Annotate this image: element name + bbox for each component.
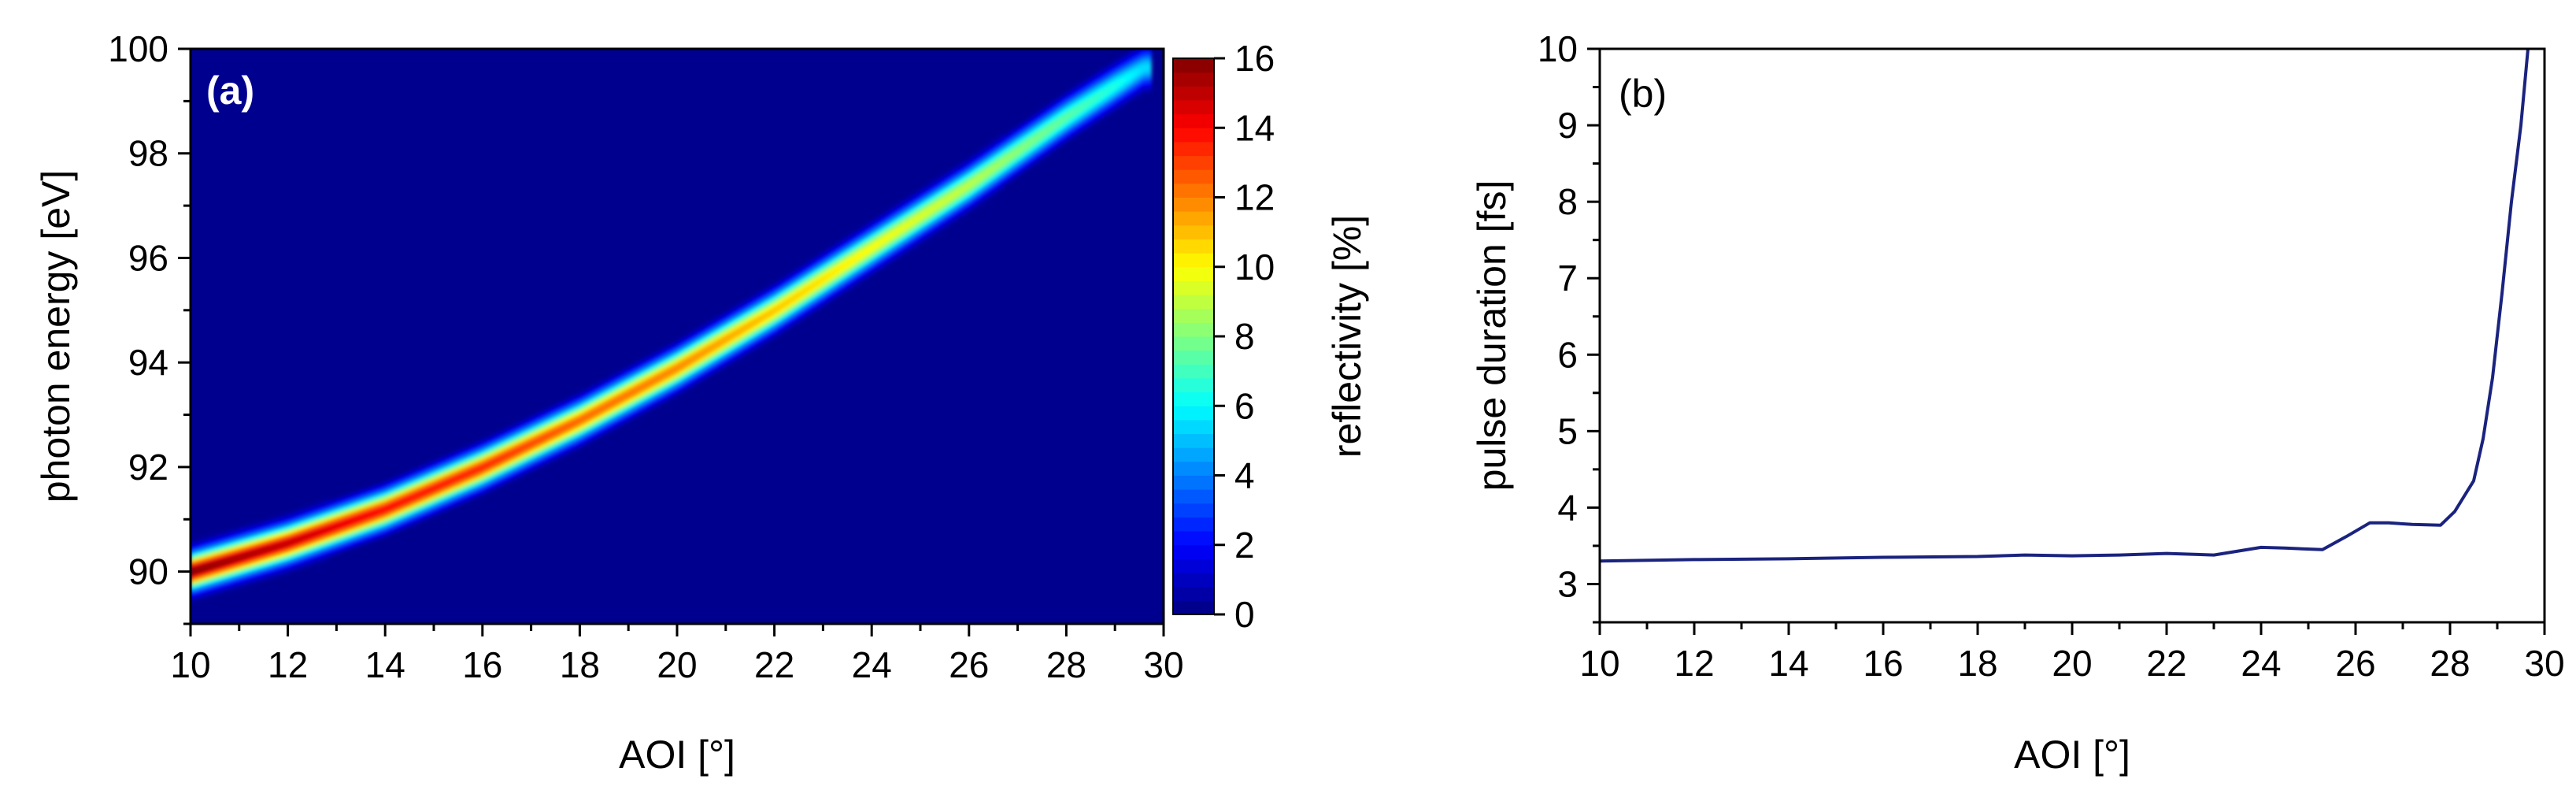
colorbar-segment — [1173, 433, 1214, 448]
x-tick-label: 30 — [2524, 643, 2564, 684]
x-tick-label: 28 — [2430, 643, 2470, 684]
y-tick-label: 94 — [128, 342, 168, 383]
colorbar-segment — [1173, 183, 1214, 198]
heatmap-panel: 10 12 14 16 18 20 22 24 26 28 30 90 92 94 96 98 100 AOI [… — [34, 28, 1184, 777]
colorbar-segment — [1173, 295, 1214, 310]
colorbar-segment — [1173, 224, 1214, 239]
colorbar-segment — [1173, 155, 1214, 170]
panel-label: (b) — [1619, 72, 1667, 116]
y-tick-label: 3 — [1557, 563, 1578, 604]
x-tick-label: 12 — [268, 644, 308, 685]
colorbar-segment — [1173, 447, 1214, 462]
x-tick-label: 18 — [560, 644, 600, 685]
x-tick-label: 28 — [1046, 644, 1086, 685]
colorbar-segment — [1173, 489, 1214, 504]
colorbar-segment — [1173, 113, 1214, 128]
colorbar-segment — [1173, 239, 1214, 254]
y-tick-label: 7 — [1557, 258, 1578, 299]
x-tick-label: 14 — [365, 644, 405, 685]
plot-frame — [1598, 47, 2546, 624]
colorbar-tick-label: 6 — [1234, 385, 1255, 426]
x-axis-label: AOI [°] — [619, 733, 735, 777]
colorbar-tick-label: 0 — [1234, 594, 1255, 635]
colorbar-segment — [1173, 58, 1214, 73]
colorbar-tick-label: 12 — [1234, 177, 1275, 218]
x-tick-label: 20 — [2052, 643, 2092, 684]
colorbar-segment — [1173, 141, 1214, 157]
x-tick-label: 12 — [1674, 643, 1714, 684]
colorbar-segment — [1173, 475, 1214, 490]
colorbar-segment — [1173, 197, 1214, 212]
colorbar-segment — [1173, 99, 1214, 115]
y-tick-label: 5 — [1557, 410, 1578, 451]
x-tick-label: 22 — [2146, 643, 2186, 684]
colorbar-tick-label: 2 — [1234, 525, 1255, 566]
y-tick-label: 92 — [128, 447, 168, 488]
line-chart-panel: 10 12 14 16 18 20 22 24 26 28 30 3 4 5 6 7 8 9 10 AOI [°] pu… — [1470, 28, 2565, 777]
x-tick-label: 22 — [754, 644, 794, 685]
colorbar-segment — [1173, 391, 1214, 406]
x-tick-label: 24 — [852, 644, 892, 685]
x-tick-label: 16 — [1863, 643, 1903, 684]
colorbar-segment — [1173, 531, 1214, 546]
colorbar-segment — [1173, 266, 1214, 281]
y-tick-label: 100 — [108, 28, 168, 69]
x-tick-label: 26 — [949, 644, 989, 685]
colorbar-segment — [1173, 503, 1214, 518]
reflectivity-band — [191, 49, 1152, 602]
colorbar-segment — [1173, 544, 1214, 559]
colorbar-segment — [1173, 350, 1214, 365]
colorbar-segment — [1173, 169, 1214, 184]
y-tick-label: 90 — [128, 551, 168, 592]
y-axis-label: pulse duration [fs] — [1470, 180, 1514, 492]
x-tick-label: 10 — [1579, 643, 1619, 684]
y-tick-label: 4 — [1557, 487, 1578, 528]
colorbar-segment — [1173, 558, 1214, 573]
colorbar-segment — [1173, 253, 1214, 268]
x-tick-label: 10 — [170, 644, 210, 685]
colorbar-segment — [1173, 573, 1214, 588]
colorbar-segment — [1173, 72, 1214, 87]
colorbar-segment — [1173, 336, 1214, 351]
colorbar-segment — [1173, 586, 1214, 601]
x-tick-label: 14 — [1768, 643, 1808, 684]
x-tick-label: 26 — [2335, 643, 2375, 684]
panel-label: (a) — [206, 69, 254, 113]
colorbar-tick-label: 16 — [1234, 38, 1275, 79]
x-tick-label: 30 — [1143, 644, 1183, 685]
colorbar-segment — [1173, 364, 1214, 379]
x-tick-label: 24 — [2241, 643, 2281, 684]
colorbar-segment — [1173, 600, 1214, 615]
colorbar-segment — [1173, 406, 1214, 421]
y-axis-label: photon energy [eV] — [34, 170, 78, 503]
colorbar-tick-label: 10 — [1234, 247, 1275, 288]
colorbar-segment — [1173, 280, 1214, 295]
colorbar-tick-label: 4 — [1234, 455, 1255, 496]
y-tick-label: 9 — [1557, 105, 1578, 146]
colorbar-segment — [1173, 322, 1214, 337]
colorbar-segment — [1173, 86, 1214, 101]
colorbar-segment — [1173, 461, 1214, 476]
colorbar: 0 2 4 6 8 10 12 14 16 reflectivity [%] — [1172, 38, 1369, 635]
colorbar-segment — [1173, 377, 1214, 393]
colorbar-segment — [1173, 517, 1214, 532]
x-tick-label: 18 — [1957, 643, 1997, 684]
y-tick-label: 98 — [128, 133, 168, 174]
colorbar-segment — [1173, 128, 1214, 143]
y-tick-label: 10 — [1538, 28, 1578, 69]
colorbar-tick-label: 8 — [1234, 316, 1255, 357]
y-tick-label: 96 — [128, 237, 168, 278]
colorbar-label: reflectivity [%] — [1325, 215, 1369, 458]
colorbar-segment — [1173, 211, 1214, 226]
colorbar-tick-label: 14 — [1234, 107, 1275, 148]
x-tick-label: 20 — [657, 644, 697, 685]
y-tick-label: 6 — [1557, 334, 1578, 375]
pulse-duration-line — [1600, 49, 2530, 563]
x-tick-label: 16 — [462, 644, 502, 685]
y-tick-label: 8 — [1557, 181, 1578, 222]
colorbar-segment — [1173, 308, 1214, 323]
colorbar-segment — [1173, 419, 1214, 435]
x-axis-label: AOI [°] — [2014, 733, 2130, 777]
